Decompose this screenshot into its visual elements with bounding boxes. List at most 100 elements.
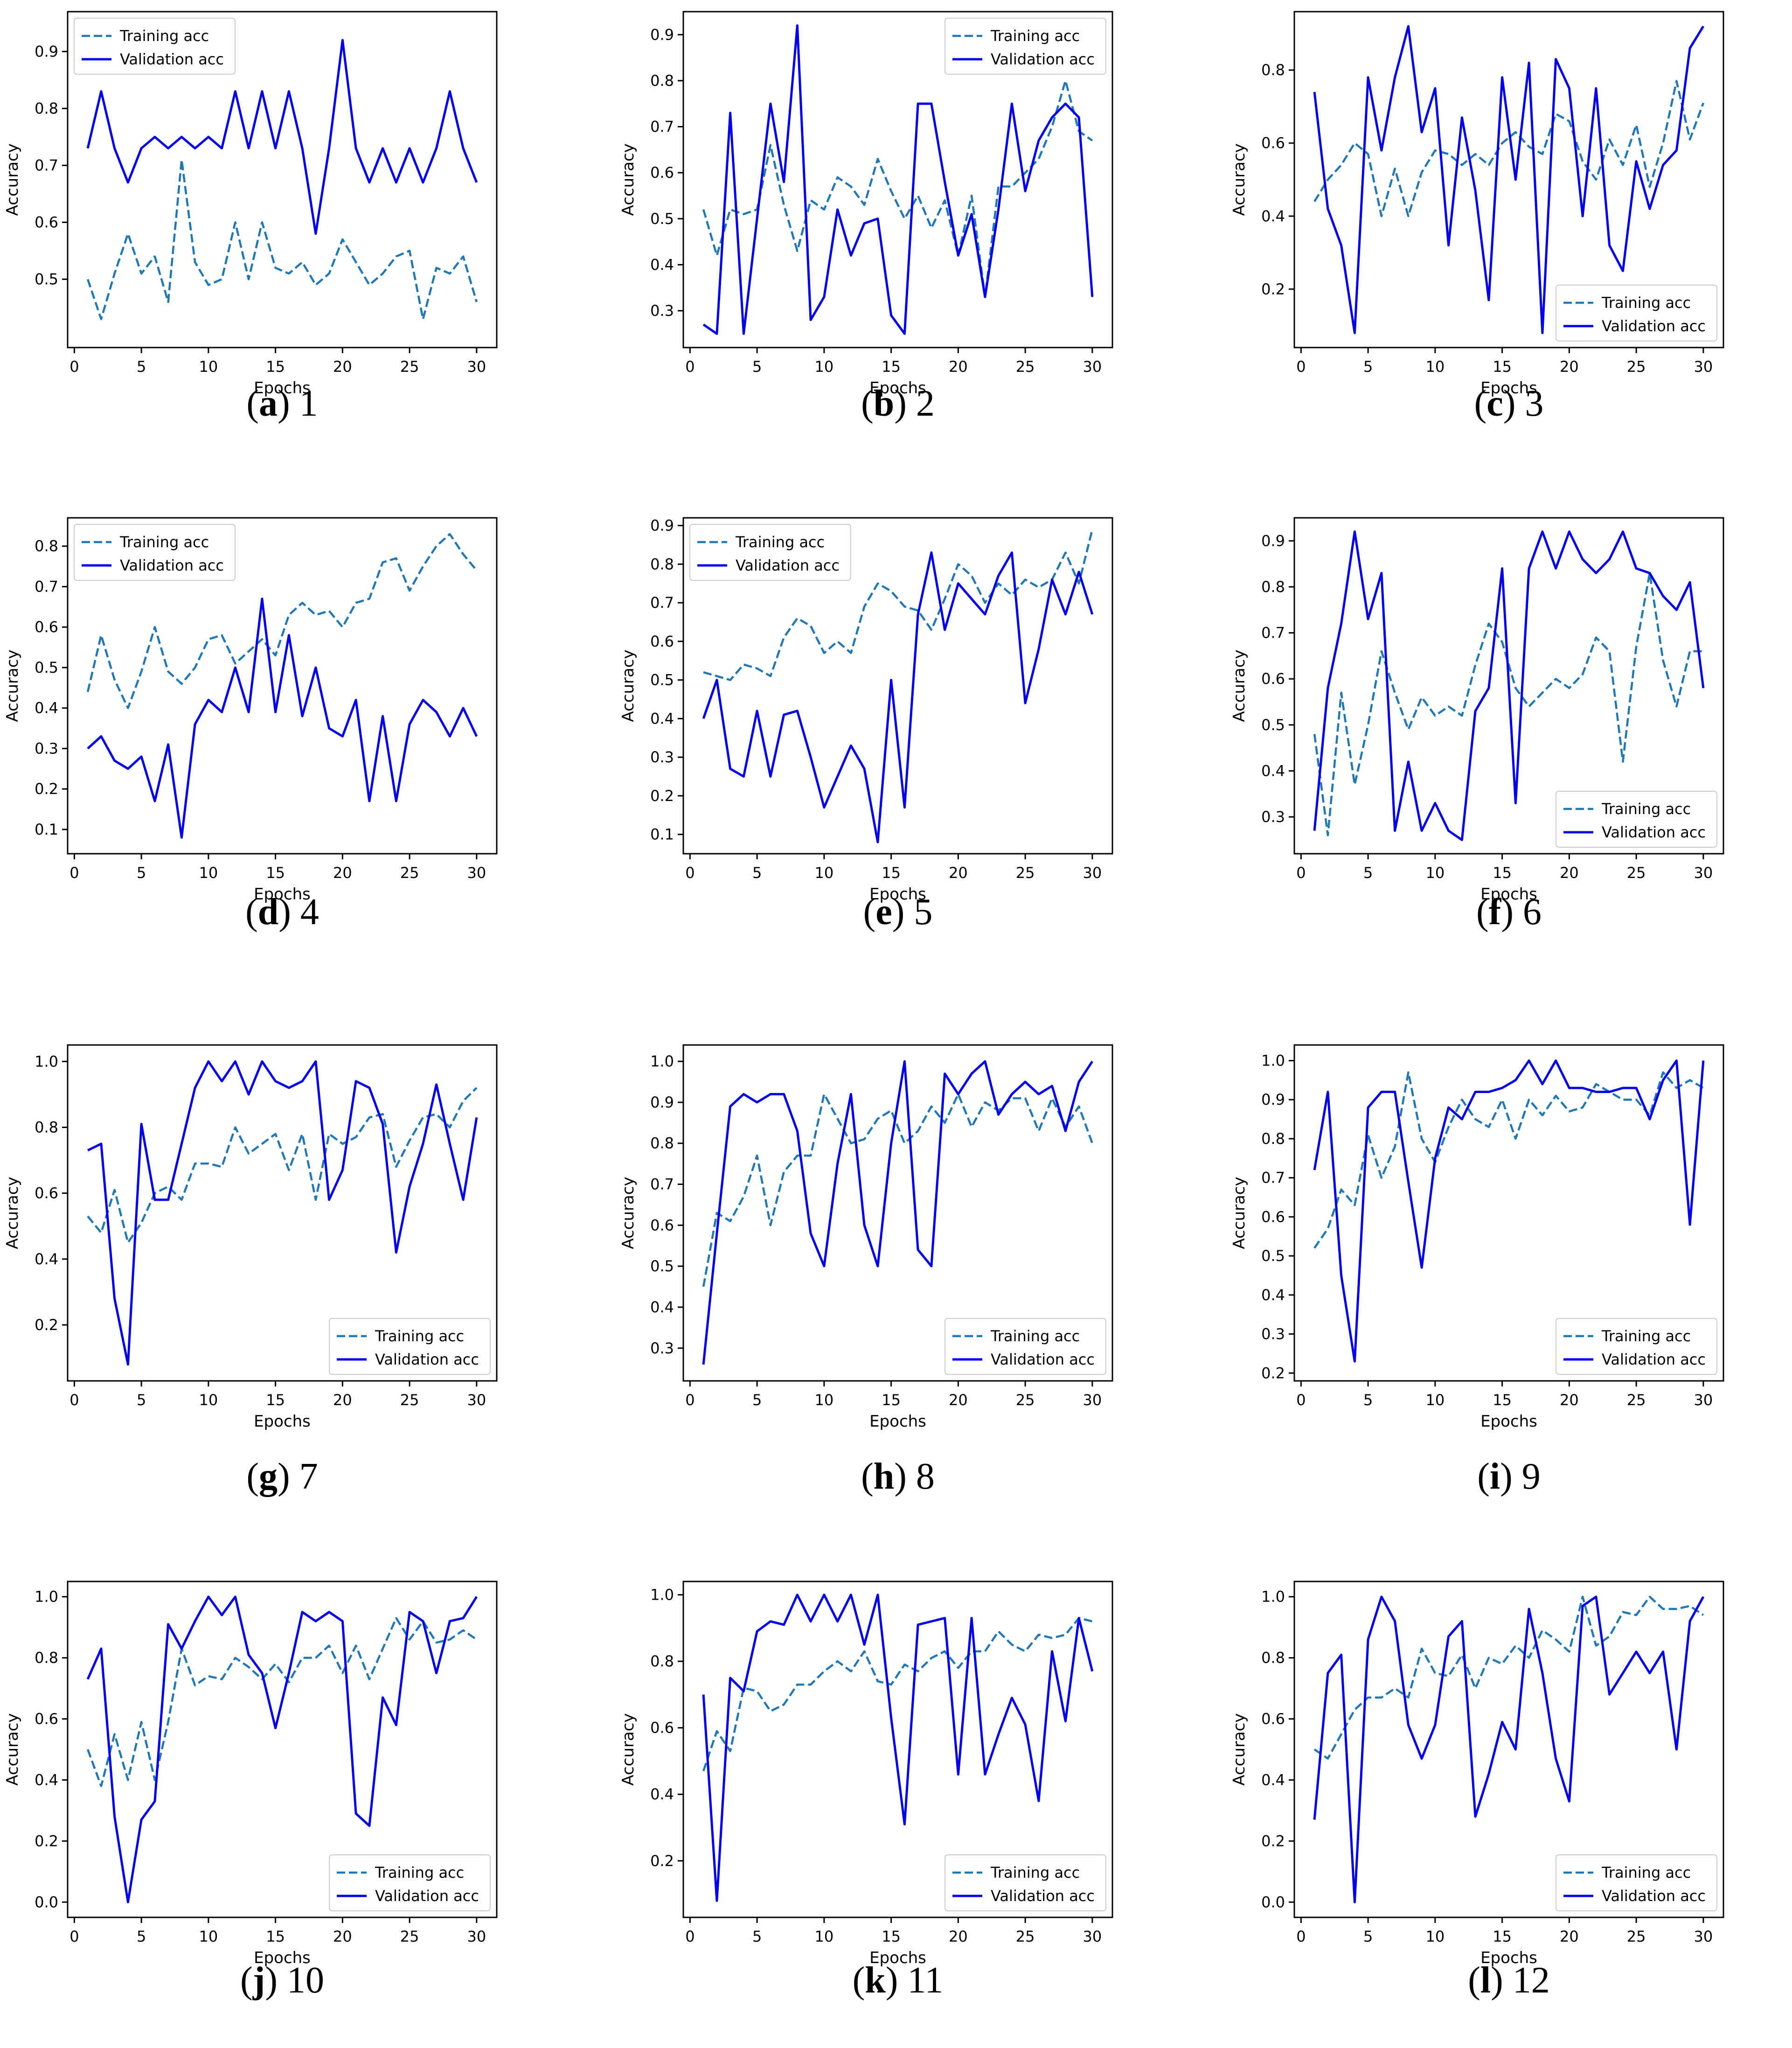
chart-svg-k: 0 5 10 15 20 25 30 0.2 0.4 0.6 0.8 1.0 Epochs Accurac…	[619, 1581, 1113, 1967]
chart-panel-d: 0 5 10 15 20 25 30 0.1 0.2 0.3 0.4 0.5 0.6 0.7 0.8 Epoc…	[0, 517, 498, 984]
validation-acc-line	[86, 39, 478, 235]
y-tick-label: 0.8	[1261, 1649, 1285, 1667]
panel-caption-c: (c) 3	[1474, 383, 1544, 424]
y-tick-label: 0.2	[650, 787, 674, 805]
x-tick-label: 10	[1426, 1391, 1445, 1409]
validation-acc-line	[87, 598, 478, 839]
x-tick-label: 15	[1493, 1928, 1512, 1945]
x-tick-label: 15	[266, 358, 285, 376]
axes-frame	[1293, 11, 1724, 348]
panel-caption-a: (a) 1	[246, 383, 318, 424]
legend-box	[1556, 1318, 1717, 1375]
caption-number: 8	[916, 1456, 935, 1497]
legend-label: Training acc	[1601, 1864, 1691, 1881]
x-tick-label: 20	[949, 1391, 968, 1409]
y-tick-label: 0.9	[1261, 1091, 1285, 1108]
legend: Training acc Validation acc	[74, 18, 236, 75]
panel-caption-e: (e) 5	[863, 892, 933, 933]
caption-number: 10	[286, 1960, 324, 2001]
y-axis-label: Accuracy	[619, 649, 638, 722]
chart-svg-f: 0 5 10 15 20 25 30 0.3 0.4 0.5 0.6 0.7 0.8 0.9 Epochs A…	[1230, 517, 1724, 904]
y-axis-label: Accuracy	[1230, 1713, 1249, 1785]
legend-label: Validation acc	[991, 1351, 1095, 1368]
legend-box	[945, 1318, 1106, 1375]
x-tick-label: 10	[815, 1928, 834, 1945]
x-tick-label: 0	[1296, 864, 1306, 882]
y-tick-label: 0.1	[650, 826, 674, 843]
x-tick-label: 10	[199, 1391, 218, 1409]
caption-letter: l	[1480, 1960, 1491, 2001]
caption-letter: a	[259, 383, 278, 424]
y-axis-label: Accuracy	[619, 1713, 638, 1785]
y-tick-label: 0.5	[35, 659, 58, 676]
axes-frame	[682, 11, 1113, 348]
y-tick-label: 0.6	[650, 164, 674, 181]
chart-panel-b: 0 5 10 15 20 25 30 0.3 0.4 0.5 0.6 0.7 0.8 0.9 Epochs A…	[616, 11, 1113, 478]
y-tick-label: 0.4	[650, 1785, 674, 1803]
y-axis-label: Accuracy	[1230, 1177, 1249, 1249]
y-tick-label: 0.5	[650, 671, 674, 689]
x-tick-label: 5	[1363, 1391, 1373, 1409]
x-tick-label: 0	[685, 358, 695, 376]
y-tick-label: 0.6	[35, 214, 58, 231]
x-axis-label: Epochs	[254, 1412, 311, 1431]
y-tick-label: 0.3	[1261, 1325, 1285, 1343]
legend-label: Validation acc	[375, 1351, 479, 1368]
caption-number: 7	[299, 1456, 318, 1497]
x-tick-label: 5	[137, 1391, 146, 1409]
y-tick-label: 1.0	[35, 1052, 58, 1070]
training-acc-line	[1313, 572, 1703, 836]
x-tick-label: 25	[1016, 358, 1035, 376]
x-tick-label: 0	[685, 864, 695, 882]
x-tick-label: 5	[1363, 1928, 1373, 1945]
legend-box	[1556, 1854, 1717, 1911]
x-tick-label: 30	[1083, 1391, 1102, 1409]
y-tick-label: 0.2	[35, 1832, 58, 1850]
y-tick-label: 0.2	[35, 1316, 58, 1334]
chart-panel-g: 0 5 10 15 20 25 30 0.2 0.4 0.6 0.8 1.0 Epochs Accurac…	[0, 1044, 498, 1512]
y-tick-label: 0.7	[1261, 624, 1285, 642]
y-tick-label: 0.8	[35, 99, 58, 117]
x-tick-label: 15	[882, 1391, 901, 1409]
y-tick-label: 0.0	[35, 1893, 58, 1911]
axes-frame	[67, 517, 498, 855]
legend-label: Validation acc	[991, 1887, 1095, 1905]
legend-label: Training acc	[990, 1327, 1080, 1345]
panel-caption-l: (l) 12	[1468, 1960, 1550, 2001]
x-tick-label: 15	[882, 1928, 901, 1945]
panel-caption-k: (k) 11	[852, 1960, 944, 2001]
legend: Training acc Validation acc	[74, 524, 236, 581]
y-tick-label: 0.3	[650, 1339, 674, 1357]
y-tick-label: 0.5	[650, 1257, 674, 1275]
caption-number: 6	[1522, 892, 1542, 933]
y-tick-label: 0.5	[650, 210, 674, 228]
y-tick-label: 0.6	[35, 1184, 58, 1202]
validation-acc-line	[1313, 1595, 1705, 1903]
x-tick-label: 5	[137, 358, 146, 376]
validation-acc-line	[87, 1060, 478, 1366]
x-tick-label: 0	[685, 1928, 695, 1945]
y-tick-label: 0.4	[35, 699, 58, 717]
training-acc-line	[86, 159, 478, 320]
caption-number: 12	[1512, 1960, 1550, 2001]
x-tick-label: 15	[1493, 358, 1512, 376]
y-tick-label: 0.3	[650, 748, 674, 766]
y-tick-label: 0.6	[650, 1719, 674, 1737]
chart-svg-d: 0 5 10 15 20 25 30 0.1 0.2 0.3 0.4 0.5 0.6 0.7 0.8 Epoc…	[3, 517, 498, 904]
x-tick-label: 10	[815, 1391, 834, 1409]
y-tick-label: 0.4	[650, 256, 674, 273]
y-tick-label: 0.8	[35, 1649, 58, 1667]
chart-svg-a: 0 5 10 15 20 25 30 0.5 0.6 0.7 0.8 0.9 Epochs Accurac…	[3, 11, 498, 397]
x-tick-label: 5	[752, 1928, 762, 1945]
chart-panel-j: 0 5 10 15 20 25 30 0.0 0.2 0.4 0.6 0.8 1.0 Epochs Accu…	[0, 1581, 498, 2048]
chart-svg-b: 0 5 10 15 20 25 30 0.3 0.4 0.5 0.6 0.7 0.8 0.9 Epochs A…	[619, 11, 1113, 397]
axes-frame	[1293, 517, 1724, 855]
legend-label: Validation acc	[120, 557, 224, 574]
validation-acc-line	[702, 1594, 1094, 1902]
x-tick-label: 0	[1296, 1928, 1306, 1945]
training-acc-line	[87, 1087, 478, 1244]
y-tick-label: 0.4	[1261, 1771, 1285, 1789]
y-tick-label: 0.6	[35, 1710, 58, 1728]
legend-label: Validation acc	[1602, 317, 1706, 335]
legend: Training acc Validation acc	[1556, 1854, 1717, 1911]
